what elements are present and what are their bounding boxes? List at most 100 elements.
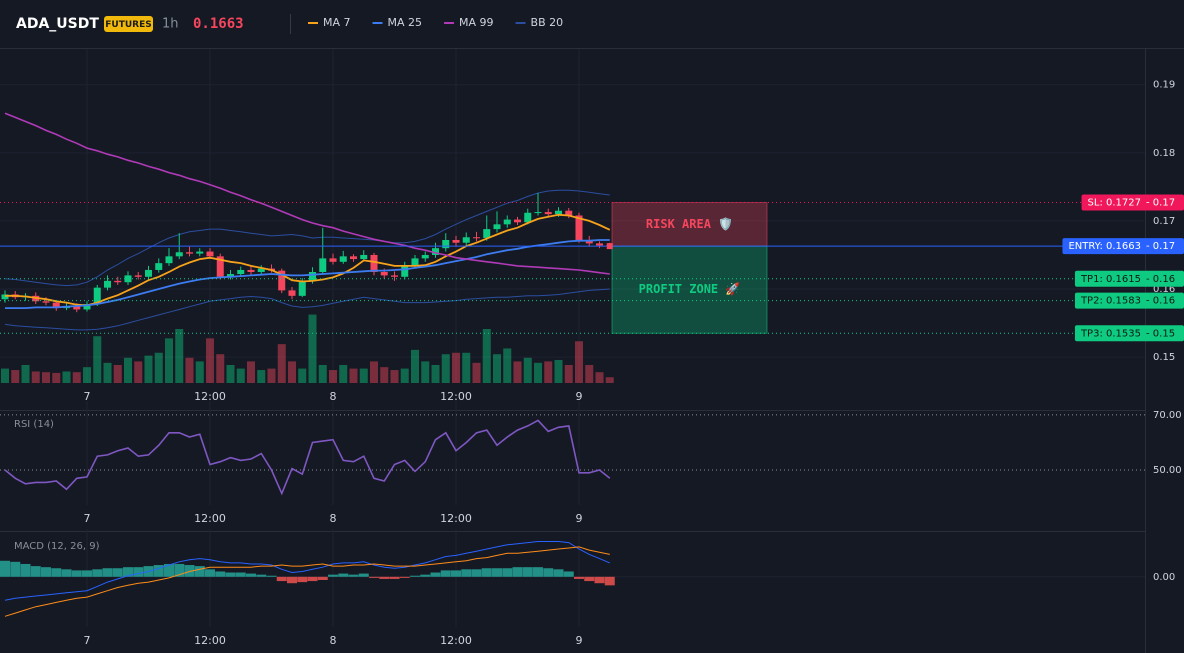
macd-histogram [112,568,123,577]
interval: 1h [162,17,179,32]
candle-body [596,243,603,246]
volume-bar [134,361,143,383]
level-tag-bg [1081,194,1184,211]
candle-body [247,269,255,272]
x-tick-label: 9 [576,390,583,403]
macd-histogram [604,576,615,586]
candle-body [473,237,480,239]
candle-body [483,229,491,238]
badge: FUTURES [105,20,151,30]
macd-histogram [563,571,574,577]
candle-body [227,274,234,277]
candle-body [462,237,470,243]
volume-bar [21,365,30,383]
macd-histogram [0,560,10,577]
candle-body [585,239,593,244]
macd-histogram [543,568,554,577]
volume-bar [370,361,378,383]
volume-bar [277,344,286,383]
macd-histogram [338,573,349,577]
level-axis-label: - 0.17 [1146,241,1175,252]
volume-bar [523,357,532,383]
y-tick-label: 0.16 [1153,284,1175,295]
candle-body [145,269,152,277]
macd-histogram [30,566,41,577]
rsi-line [4,419,611,496]
macd-histogram [522,567,533,577]
candle-body [83,304,91,310]
volume-bar [472,362,481,383]
volume-bar [175,329,184,383]
y-tick-label: 70.00 [1153,410,1182,421]
legend-label: MA 25 [388,16,423,29]
candle-body [432,248,439,255]
candle-body [380,272,388,276]
candle-body [544,212,552,215]
zone-label: RISK AREA 🛡️ [646,217,733,231]
macd-histogram [399,576,410,578]
volume-bar [308,314,317,383]
volume-bar [441,354,450,383]
macd-histogram [584,576,595,582]
candle-body [298,280,306,296]
x-tick-label: 7 [84,634,91,647]
symbol: ADA_USDT [16,16,99,32]
volume-bar [390,370,399,383]
x-tick-label: 12:00 [440,512,472,525]
candle-body [155,263,163,270]
candle-body [104,280,111,288]
volume-bar [544,361,553,383]
signal-line [4,546,610,617]
x-tick-label: 9 [576,634,583,647]
candle-body [278,270,286,291]
volume-bar [31,371,40,383]
volume-bar [206,338,214,383]
volume-bar [431,365,440,383]
macd-histogram [10,561,21,577]
candle-body [73,306,81,310]
macd-histogram [256,574,267,577]
macd-histogram [92,569,103,577]
level-tag: TP1: 0.1615 [1080,274,1141,285]
volume-bar [216,354,225,383]
macd-histogram [502,568,513,577]
y-tick-label: 0.17 [1153,216,1175,227]
macd-histogram [574,576,584,579]
macd-title: MACD (12, 26, 9) [14,541,100,552]
macd-histogram [71,570,82,577]
macd-histogram [553,569,564,577]
volume-bar [482,329,491,383]
macd-histogram [328,574,338,577]
candle-body [391,275,398,277]
candle-body [370,254,378,272]
level-tag-bg [1062,238,1184,255]
level-axis-label: - 0.16 [1146,296,1175,307]
volume-bar [400,368,409,383]
macd-histogram [369,576,379,578]
level-tag: TP2: 0.1583 [1080,296,1141,307]
macd-histogram [235,572,246,577]
macd-histogram [410,575,420,577]
candle-body [52,302,60,309]
ma-line [4,112,610,275]
candle-body [534,212,542,214]
volume-bar [154,352,163,383]
volume-bar [195,361,204,383]
volume-bar [349,368,358,383]
macd-histogram [51,568,62,577]
macd-histogram [41,567,51,577]
legend-label: BB 20 [531,16,564,29]
candle-body [565,210,573,216]
volume-bar [298,368,307,383]
candle-body [93,287,101,305]
macd-histogram [276,576,287,582]
candle-body [493,224,501,230]
volume-bar [595,372,604,383]
candle-body [237,269,245,275]
volume-bar [52,372,61,383]
volume-bar [585,365,594,383]
candle-body [452,239,460,243]
macd-histogram [307,576,318,582]
volume-bar [534,362,542,383]
macd-histogram [102,568,113,577]
